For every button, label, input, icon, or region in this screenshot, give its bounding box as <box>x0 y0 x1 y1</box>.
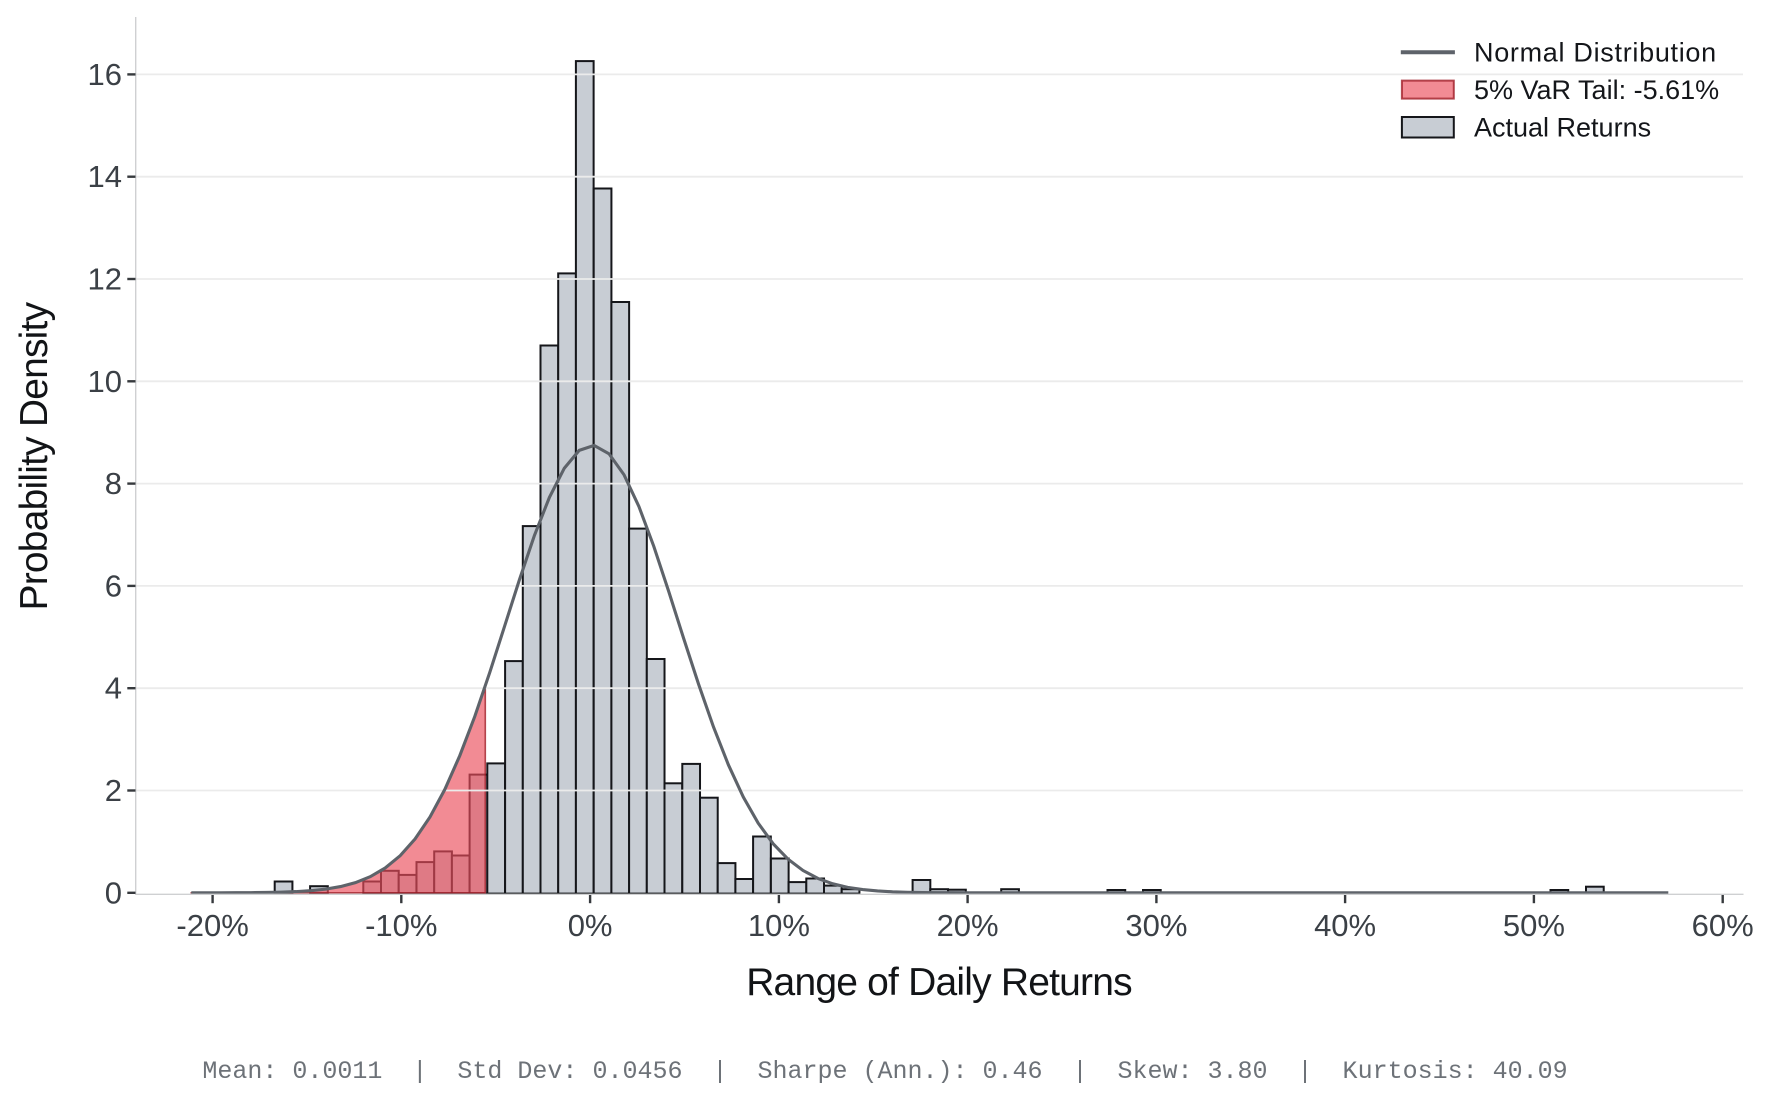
svg-text:10: 10 <box>88 364 122 399</box>
svg-text:Actual Returns: Actual Returns <box>1474 113 1651 143</box>
svg-text:Mean: 0.0011 | Std Dev: 0.04: Mean: 0.0011 | Std Dev: 0.0456 | Sharpe … <box>202 1057 1567 1086</box>
svg-text:12: 12 <box>88 262 122 297</box>
svg-text:40%: 40% <box>1314 908 1376 943</box>
svg-text:Normal Distribution: Normal Distribution <box>1474 38 1717 68</box>
svg-text:30%: 30% <box>1125 908 1187 943</box>
svg-text:16: 16 <box>88 57 122 92</box>
svg-text:2: 2 <box>105 773 122 808</box>
svg-text:14: 14 <box>88 159 122 194</box>
svg-text:5% VaR Tail: -5.61%: 5% VaR Tail: -5.61% <box>1474 75 1719 105</box>
svg-text:50%: 50% <box>1503 908 1565 943</box>
svg-text:10%: 10% <box>748 908 810 943</box>
svg-text:-10%: -10% <box>365 908 437 943</box>
svg-text:Probability Density: Probability Density <box>13 301 56 610</box>
svg-text:8: 8 <box>105 466 122 501</box>
svg-text:6: 6 <box>105 568 122 603</box>
svg-text:0: 0 <box>105 875 122 910</box>
svg-text:0%: 0% <box>568 908 613 943</box>
svg-text:4: 4 <box>105 671 122 706</box>
svg-text:Range of Daily Returns: Range of Daily Returns <box>746 961 1132 1004</box>
svg-text:20%: 20% <box>937 908 999 943</box>
svg-text:-20%: -20% <box>176 908 248 943</box>
svg-text:60%: 60% <box>1692 908 1754 943</box>
